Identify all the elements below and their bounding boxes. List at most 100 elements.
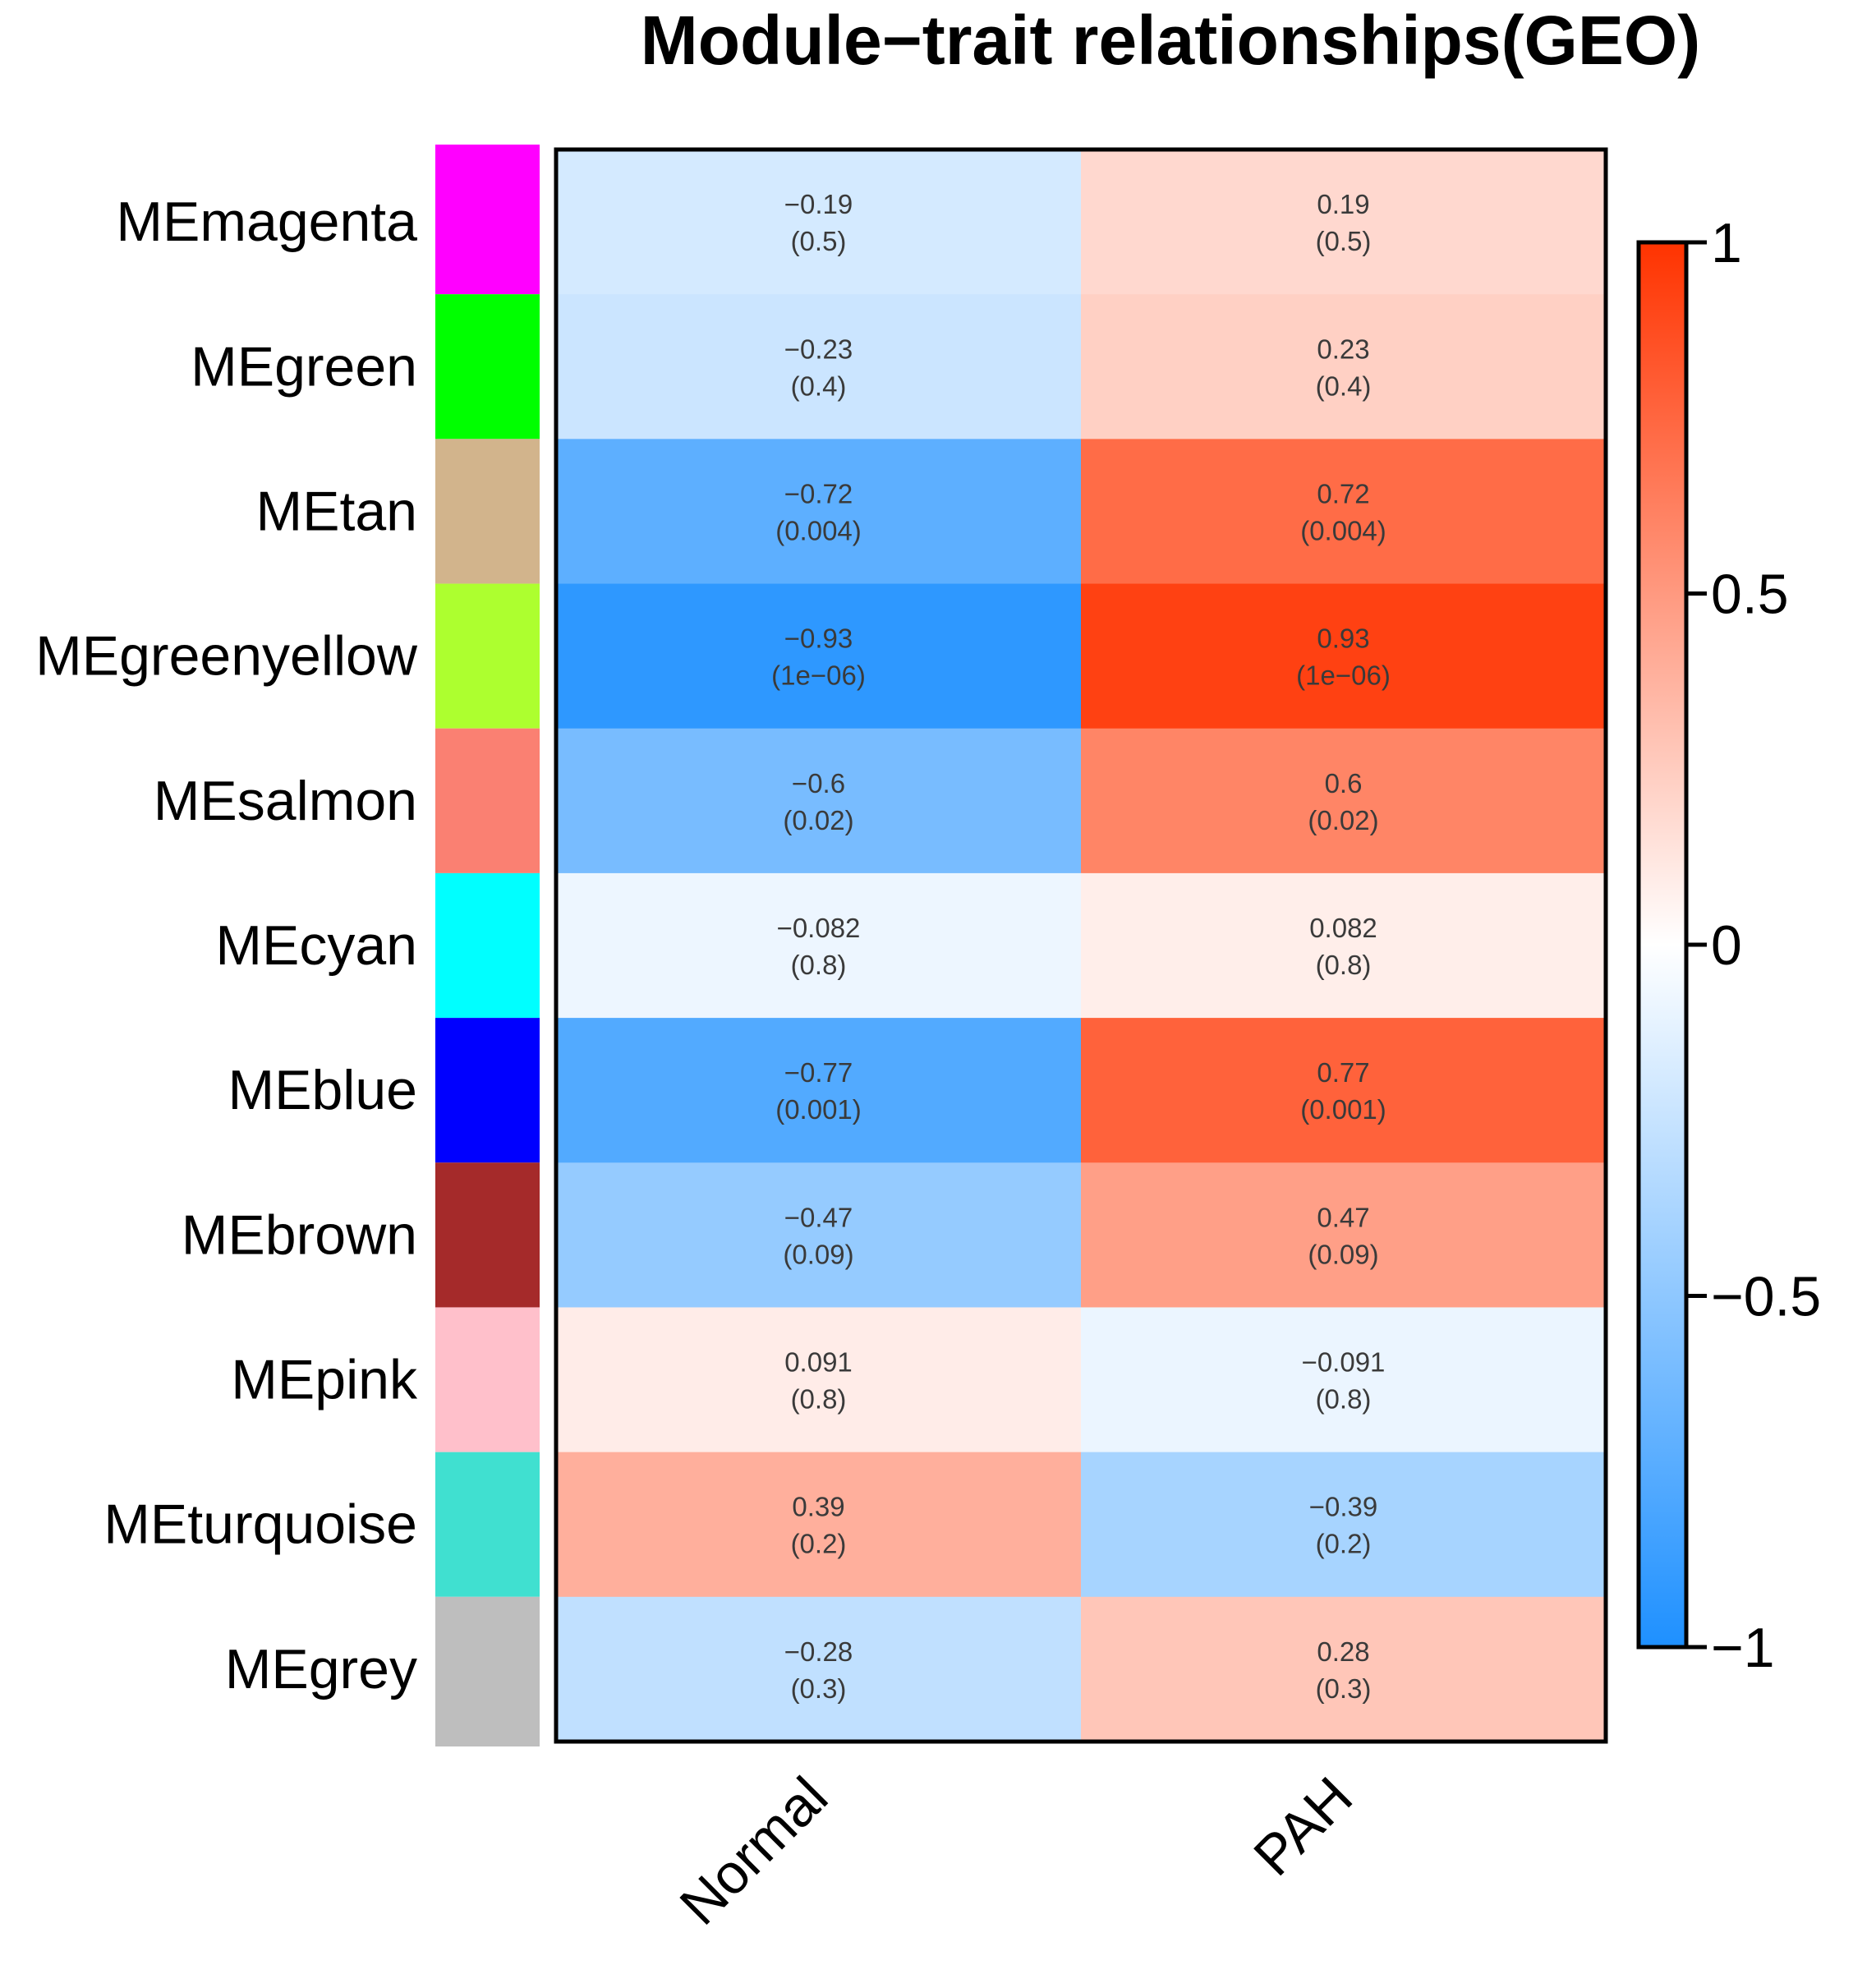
heatmap-border xyxy=(554,147,1608,1744)
row-label-mesalmon: MEsalmon xyxy=(154,770,417,832)
heatmap-cell xyxy=(556,1452,1082,1598)
cell-pvalue-label: (1e−06) xyxy=(1296,660,1391,691)
row-label-megreenyellow: MEgreenyellow xyxy=(35,625,418,688)
column-labels: Normal PAH xyxy=(668,1765,1364,1937)
module-swatch-meblue xyxy=(435,1018,540,1163)
module-swatch-megreen xyxy=(435,294,540,439)
colorbar-tick-label: −0.5 xyxy=(1711,1266,1821,1328)
row-label-megrey: MEgrey xyxy=(225,1638,417,1700)
heatmap-cell xyxy=(556,728,1082,874)
heatmap-cell xyxy=(1081,872,1607,1019)
module-swatch-megrey xyxy=(435,1596,540,1746)
row-label-meblue: MEblue xyxy=(228,1059,417,1121)
cell-value-label: 0.28 xyxy=(1317,1636,1369,1667)
cell-pvalue-label: (0.2) xyxy=(791,1529,847,1559)
cell-value-label: 0.082 xyxy=(1309,913,1377,943)
cell-pvalue-label: (0.004) xyxy=(775,515,862,545)
module-swatch-memagenta xyxy=(435,145,540,295)
module-swatch-meturquoise xyxy=(435,1452,540,1597)
heatmap-cell xyxy=(1081,583,1607,729)
heatmap-cell xyxy=(556,1307,1082,1453)
heatmap-cell xyxy=(1081,150,1607,295)
module-swatch-mecyan xyxy=(435,872,540,1019)
cell-pvalue-label: (0.8) xyxy=(791,950,847,980)
colorbar-legend: 1 0.5 0 −0.5 −1 xyxy=(1636,212,1821,1679)
module-swatch-megreenyellow xyxy=(435,583,540,729)
cell-value-label: 0.091 xyxy=(784,1347,853,1378)
cell-value-label: −0.72 xyxy=(784,478,853,509)
colorbar-tick-label: 1 xyxy=(1711,212,1742,274)
cell-value-label: 0.19 xyxy=(1317,189,1369,219)
cell-pvalue-label: (0.02) xyxy=(783,805,853,835)
colorbar-tick-label: 0 xyxy=(1711,914,1742,977)
cell-pvalue-label: (0.2) xyxy=(1316,1529,1372,1559)
module-swatch-mepink xyxy=(435,1307,540,1452)
chart-title: Module−trait relationships(GEO) xyxy=(641,2,1700,79)
cell-pvalue-label: (0.8) xyxy=(1316,1384,1372,1415)
heatmap-cell xyxy=(556,1162,1082,1308)
heatmap-cell xyxy=(1081,439,1607,585)
heatmap-cell xyxy=(1081,294,1607,439)
cell-pvalue-label: (0.3) xyxy=(1316,1673,1372,1704)
cell-value-label: −0.23 xyxy=(784,334,853,364)
cell-pvalue-label: (0.3) xyxy=(791,1673,847,1704)
cell-pvalue-label: (0.4) xyxy=(1316,370,1372,401)
module-color-swatches xyxy=(435,145,540,1746)
cell-value-label: −0.77 xyxy=(784,1057,853,1088)
heatmap-cell xyxy=(1081,1452,1607,1598)
heatmap-cell xyxy=(556,583,1082,729)
heatmap-cell xyxy=(1081,728,1607,874)
heatmap-cell xyxy=(1081,1162,1607,1308)
row-label-mebrown: MEbrown xyxy=(182,1203,417,1266)
cell-pvalue-label: (0.09) xyxy=(783,1239,853,1269)
cell-pvalue-label: (0.4) xyxy=(791,370,847,401)
cell-value-label: 0.77 xyxy=(1317,1057,1369,1088)
cell-value-label: 0.72 xyxy=(1317,478,1369,509)
cell-value-label: −0.39 xyxy=(1309,1492,1378,1522)
column-label-normal: Normal xyxy=(668,1765,839,1937)
heatmap-cell xyxy=(1081,1307,1607,1453)
row-label-mepink: MEpink xyxy=(231,1349,418,1411)
heatmap-cell xyxy=(1081,1018,1607,1163)
cell-value-label: 0.93 xyxy=(1317,624,1369,654)
heatmap-cell xyxy=(1081,1596,1607,1742)
row-label-meturquoise: MEturquoise xyxy=(103,1493,417,1556)
cell-pvalue-label: (0.5) xyxy=(791,226,847,256)
row-label-mecyan: MEcyan xyxy=(215,914,417,977)
cell-pvalue-label: (1e−06) xyxy=(771,660,866,691)
row-label-megreen: MEgreen xyxy=(191,335,417,398)
heatmap-cell xyxy=(556,1596,1082,1742)
cell-pvalue-label: (0.001) xyxy=(1300,1094,1386,1125)
module-swatch-mebrown xyxy=(435,1162,540,1308)
cell-value-label: 0.23 xyxy=(1317,334,1369,364)
row-label-metan: MEtan xyxy=(255,480,417,542)
heatmap-cell xyxy=(556,439,1082,585)
cell-value-label: −0.47 xyxy=(784,1202,853,1232)
cell-pvalue-label: (0.8) xyxy=(791,1384,847,1415)
cell-pvalue-label: (0.8) xyxy=(1316,950,1372,980)
colorbar-tick-label: −1 xyxy=(1711,1617,1775,1679)
cell-value-label: −0.082 xyxy=(777,913,861,943)
module-swatch-mesalmon xyxy=(435,728,540,873)
heatmap-cell xyxy=(556,150,1082,295)
cell-value-label: 0.39 xyxy=(792,1492,844,1522)
cell-value-label: −0.19 xyxy=(784,189,853,219)
cell-pvalue-label: (0.001) xyxy=(775,1094,862,1125)
cell-value-label: 0.6 xyxy=(1325,768,1363,798)
heatmap-cell-labels: −0.19 (0.5) 0.19 (0.5) −0.23 (0.4) 0.23 (0.4) −0… xyxy=(771,189,1391,1704)
row-label-memagenta: MEmagenta xyxy=(116,191,417,253)
cell-value-label: 0.47 xyxy=(1317,1202,1369,1232)
cell-value-label: −0.93 xyxy=(784,624,853,654)
heatmap-cell xyxy=(556,294,1082,439)
cell-value-label: −0.6 xyxy=(792,768,845,798)
cell-pvalue-label: (0.5) xyxy=(1316,226,1372,256)
cell-value-label: −0.091 xyxy=(1302,1347,1386,1378)
colorbar-gradient xyxy=(1636,240,1689,1650)
column-label-pah: PAH xyxy=(1242,1765,1364,1888)
heatmap-cell xyxy=(556,1018,1082,1163)
colorbar-tick-label: 0.5 xyxy=(1711,564,1789,626)
module-swatch-metan xyxy=(435,439,540,584)
heatmap-cells xyxy=(556,150,1607,1742)
row-labels: MEmagenta MEgreen MEtan MEgreenyellow MEsalm… xyxy=(35,191,418,1700)
